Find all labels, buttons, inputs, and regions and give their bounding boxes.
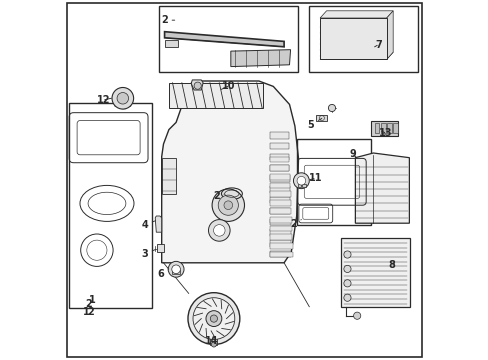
- Text: 9: 9: [348, 149, 355, 159]
- Text: 8: 8: [387, 260, 394, 270]
- Bar: [269, 191, 290, 197]
- Bar: [269, 174, 289, 180]
- Text: 10: 10: [221, 81, 235, 91]
- Text: 1: 1: [89, 295, 96, 305]
- Text: 13: 13: [379, 128, 392, 138]
- Polygon shape: [370, 121, 397, 136]
- Circle shape: [208, 220, 230, 241]
- Polygon shape: [162, 81, 298, 263]
- Text: 3: 3: [141, 249, 155, 259]
- Circle shape: [211, 342, 216, 347]
- Circle shape: [343, 265, 350, 273]
- Polygon shape: [164, 32, 284, 47]
- Bar: [269, 200, 290, 206]
- Text: 7: 7: [374, 40, 381, 50]
- Bar: [168, 83, 262, 108]
- Circle shape: [328, 104, 335, 112]
- Bar: [269, 252, 292, 257]
- Text: 11: 11: [308, 173, 322, 183]
- Bar: [269, 157, 288, 162]
- Bar: [392, 123, 397, 133]
- Bar: [269, 243, 292, 249]
- Polygon shape: [320, 52, 392, 59]
- Polygon shape: [191, 80, 203, 90]
- Bar: [269, 234, 292, 240]
- Polygon shape: [155, 216, 162, 232]
- Text: 2: 2: [87, 307, 93, 317]
- Polygon shape: [115, 103, 130, 109]
- Circle shape: [187, 293, 239, 345]
- Bar: [269, 165, 289, 171]
- Bar: [386, 123, 391, 133]
- Polygon shape: [269, 165, 289, 171]
- Polygon shape: [269, 154, 289, 160]
- Bar: [320, 18, 386, 59]
- Polygon shape: [386, 11, 392, 59]
- Polygon shape: [355, 153, 408, 223]
- Bar: [297, 184, 301, 187]
- Bar: [269, 208, 291, 214]
- Circle shape: [168, 261, 183, 277]
- Bar: [157, 244, 163, 252]
- Circle shape: [117, 93, 128, 104]
- Bar: [374, 123, 379, 133]
- Bar: [380, 123, 385, 133]
- Bar: [171, 270, 180, 274]
- Bar: [210, 337, 217, 345]
- Circle shape: [343, 280, 350, 287]
- Polygon shape: [269, 229, 290, 236]
- Polygon shape: [269, 143, 288, 149]
- Text: 4: 4: [141, 220, 155, 230]
- Circle shape: [112, 87, 133, 109]
- Text: 2: 2: [161, 15, 174, 25]
- Text: 1: 1: [82, 307, 89, 317]
- Polygon shape: [269, 197, 289, 203]
- Bar: [269, 183, 289, 188]
- Polygon shape: [269, 208, 290, 214]
- Polygon shape: [316, 115, 326, 121]
- Circle shape: [218, 195, 238, 215]
- Text: 2: 2: [85, 299, 92, 309]
- Polygon shape: [269, 219, 290, 225]
- Circle shape: [194, 82, 201, 89]
- Text: 2: 2: [289, 219, 301, 229]
- Circle shape: [193, 298, 234, 339]
- Circle shape: [293, 173, 309, 189]
- Circle shape: [205, 311, 222, 327]
- Bar: [340, 238, 409, 307]
- Text: 2: 2: [213, 191, 224, 201]
- Bar: [308, 6, 418, 72]
- Bar: [302, 184, 305, 187]
- Circle shape: [171, 265, 180, 274]
- Polygon shape: [164, 40, 178, 47]
- Bar: [162, 158, 176, 194]
- Circle shape: [343, 251, 350, 258]
- Polygon shape: [269, 132, 288, 139]
- Circle shape: [212, 189, 244, 221]
- Bar: [69, 103, 152, 308]
- Circle shape: [296, 176, 305, 185]
- Bar: [269, 226, 291, 231]
- Polygon shape: [230, 50, 290, 67]
- Polygon shape: [269, 175, 289, 182]
- Polygon shape: [269, 186, 289, 193]
- Circle shape: [213, 225, 224, 236]
- Polygon shape: [269, 251, 290, 257]
- Polygon shape: [269, 240, 290, 247]
- Text: 14: 14: [204, 336, 218, 346]
- Text: 5: 5: [307, 118, 321, 130]
- Text: 6: 6: [157, 269, 168, 279]
- Circle shape: [224, 201, 232, 210]
- Circle shape: [210, 315, 217, 322]
- Text: 12: 12: [97, 95, 111, 105]
- Bar: [269, 217, 291, 223]
- Bar: [296, 139, 370, 225]
- Circle shape: [353, 312, 360, 319]
- Bar: [159, 6, 297, 72]
- Circle shape: [343, 294, 350, 301]
- Polygon shape: [320, 11, 392, 18]
